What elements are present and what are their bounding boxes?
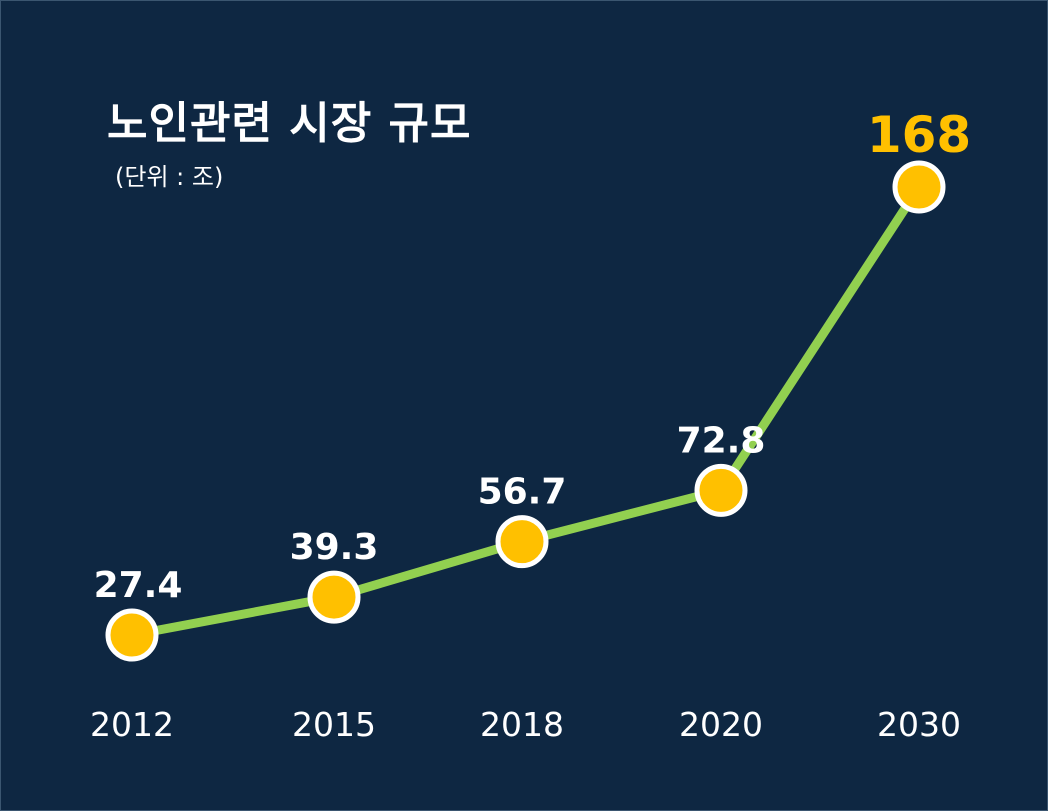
data-point-2030 bbox=[892, 160, 946, 214]
x-tick-label-2012: 2012 bbox=[90, 705, 174, 744]
x-tick-label-2020: 2020 bbox=[679, 705, 763, 744]
data-point-2015 bbox=[307, 570, 361, 624]
value-label-2018: 56.7 bbox=[478, 472, 567, 513]
x-tick-label-2015: 2015 bbox=[292, 705, 376, 744]
value-label-2015: 39.3 bbox=[290, 527, 379, 568]
chart-subtitle: (단위 : 조) bbox=[115, 163, 224, 191]
value-label-2020: 72.8 bbox=[677, 420, 766, 461]
data-point-2012 bbox=[105, 608, 159, 662]
value-label-2012: 27.4 bbox=[94, 565, 183, 606]
data-point-2020 bbox=[694, 463, 748, 517]
value-label-2030: 168 bbox=[867, 106, 971, 164]
x-tick-label-2030: 2030 bbox=[877, 705, 961, 744]
chart-title: 노인관련 시장 규모 bbox=[107, 98, 472, 149]
x-tick-label-2018: 2018 bbox=[480, 705, 564, 744]
data-point-2018 bbox=[495, 515, 549, 569]
